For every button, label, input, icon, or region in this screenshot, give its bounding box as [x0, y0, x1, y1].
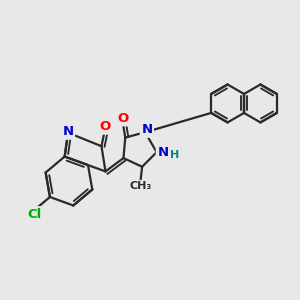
Text: CH₃: CH₃ [129, 181, 152, 191]
Text: O: O [117, 112, 128, 125]
Text: N: N [62, 125, 74, 138]
Text: Cl: Cl [27, 208, 41, 221]
Text: O: O [99, 120, 111, 133]
Text: H: H [170, 150, 179, 160]
Text: N: N [141, 123, 152, 136]
Text: N: N [157, 146, 168, 159]
